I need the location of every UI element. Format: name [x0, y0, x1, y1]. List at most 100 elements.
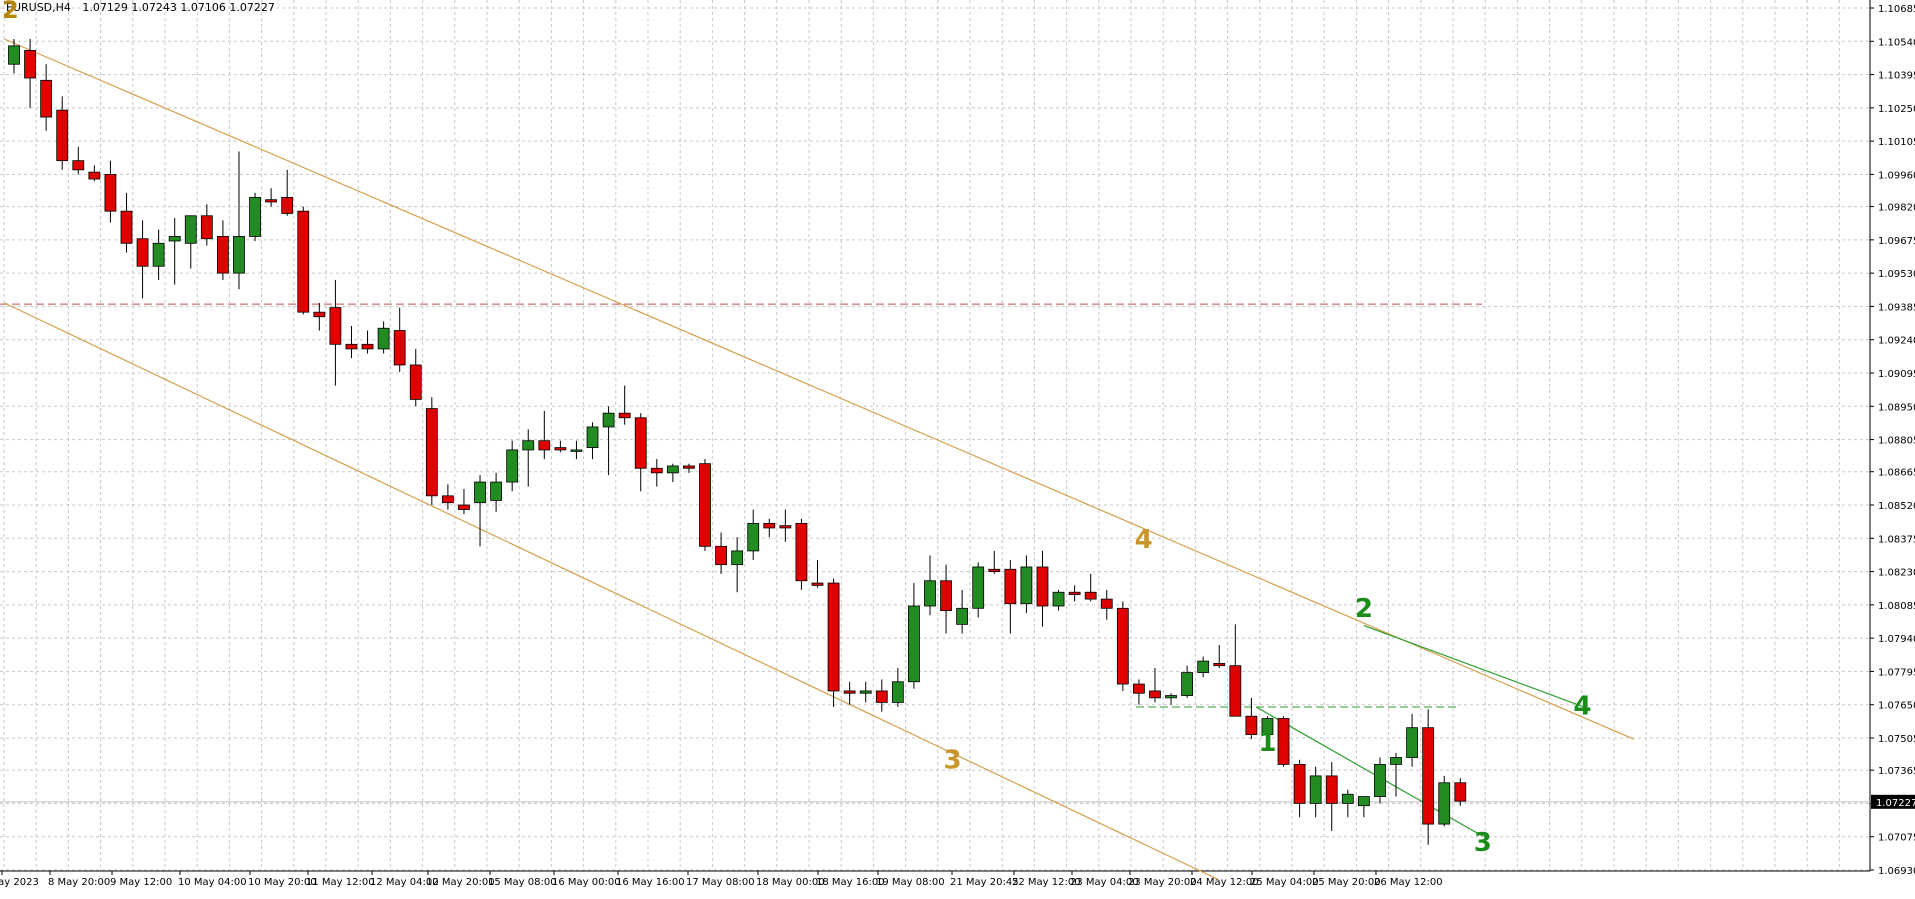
- candle-body: [72, 160, 85, 171]
- candle-body: [297, 210, 310, 313]
- candle: [265, 188, 278, 207]
- candle: [490, 472, 503, 512]
- candle: [586, 422, 599, 460]
- candle-body: [265, 199, 278, 203]
- candle-body: [329, 307, 342, 345]
- candle: [956, 589, 969, 634]
- time-tick-label: 17 May 08:00: [686, 877, 755, 888]
- candle: [1229, 624, 1242, 717]
- candle: [1277, 716, 1290, 767]
- price-tick-label: 1.08665: [1878, 468, 1915, 479]
- candle-body: [763, 522, 776, 529]
- candle: [731, 537, 744, 593]
- time-tick-label: 18 May 00:00: [756, 877, 825, 888]
- candle-body: [715, 545, 727, 566]
- candle: [1100, 589, 1113, 620]
- candle: [1309, 766, 1322, 818]
- candle-body: [1374, 764, 1386, 797]
- candle: [779, 509, 792, 542]
- candle-body: [859, 690, 872, 694]
- candle: [168, 218, 181, 285]
- candle-body: [1229, 665, 1242, 717]
- candle: [634, 413, 647, 492]
- candle-body: [1357, 796, 1370, 807]
- time-tick-label: 24 May 12:00: [1190, 877, 1259, 888]
- candle-body: [168, 236, 181, 242]
- price-tick-label: 1.08520: [1878, 501, 1915, 512]
- candle-body: [1325, 775, 1338, 804]
- price-tick-label: 1.09960: [1878, 170, 1915, 181]
- candle-body: [200, 215, 213, 240]
- candle-body: [1165, 695, 1177, 699]
- wave-label: 2: [1355, 594, 1373, 624]
- price-tick-label: 1.08085: [1878, 601, 1915, 612]
- candle-body: [683, 465, 695, 469]
- wave-label: 3: [943, 745, 961, 775]
- price-tick-label: 1.07795: [1878, 667, 1915, 678]
- candle: [361, 330, 374, 354]
- candle: [1454, 778, 1467, 806]
- candle: [184, 215, 197, 269]
- candle-body: [104, 174, 117, 212]
- wave-label: 3: [1474, 828, 1492, 858]
- price-tick-label: 1.08805: [1878, 436, 1915, 447]
- candle-body: [988, 568, 1001, 572]
- candle: [715, 532, 727, 574]
- time-tick-label: 22 May 12:00: [1012, 877, 1081, 888]
- candle-body: [458, 504, 470, 510]
- candle: [699, 459, 711, 551]
- time-tick-label: 9 May 12:00: [110, 877, 172, 888]
- current-price-label: 1.07227: [1876, 798, 1915, 809]
- candle-body: [184, 215, 197, 244]
- candle: [1341, 789, 1354, 818]
- candle: [795, 518, 808, 590]
- time-tick-label: 10 May 04:00: [178, 877, 247, 888]
- candle: [940, 564, 952, 634]
- wave-label: 4: [1573, 692, 1591, 722]
- candle-body: [361, 343, 374, 350]
- candle: [827, 578, 840, 708]
- candle-body: [795, 522, 808, 582]
- candle-body: [136, 238, 149, 267]
- price-axis[interactable]: 1.10685 1.10540 1.10395 1.10250 1.10105 1.099…: [1870, 4, 1915, 877]
- price-tick-label: 1.08230: [1878, 568, 1915, 579]
- candle: [104, 160, 117, 223]
- candle-body: [120, 210, 133, 244]
- price-tick-label: 1.08950: [1878, 402, 1915, 413]
- candle-body: [8, 45, 20, 65]
- time-axis[interactable]: 8 May 2023 8 May 20:009 May 12:00 10 May 0…: [0, 871, 1443, 888]
- price-tick-label: 1.07075: [1878, 833, 1915, 844]
- candle-body: [377, 327, 390, 350]
- candle-body: [313, 311, 326, 318]
- time-tick-label: 18 May 16:00: [816, 877, 885, 888]
- price-tick-label: 1.06930: [1878, 866, 1915, 877]
- price-tick-label: 1.09385: [1878, 302, 1915, 313]
- current-price-tag: [1871, 794, 1915, 809]
- symbol-timeframe: EURUSD,H4: [6, 1, 71, 14]
- price-tick-label: 1.10395: [1878, 71, 1915, 82]
- candle-body: [1390, 757, 1402, 765]
- price-tick-label: 1.10250: [1878, 104, 1915, 115]
- candle: [297, 206, 310, 315]
- price-tick-label: 1.07940: [1878, 634, 1915, 645]
- candle: [924, 555, 936, 616]
- candle: [377, 321, 390, 354]
- candle: [1004, 560, 1017, 634]
- candle: [393, 307, 406, 372]
- trendline: [4, 38, 1635, 740]
- horizontal-level-lines: [0, 303, 1870, 803]
- candle: [120, 192, 133, 253]
- candle-body: [1245, 715, 1258, 735]
- time-tick-label: 12 May 20:00: [426, 877, 495, 888]
- candle-body: [956, 607, 969, 625]
- candle-body: [586, 426, 599, 449]
- candle-body: [1181, 672, 1194, 696]
- candle: [24, 38, 36, 108]
- candle: [1261, 716, 1274, 744]
- candle-body: [24, 50, 36, 79]
- candle: [1438, 775, 1451, 827]
- candle: [1116, 601, 1129, 691]
- close-price: 1.07227: [229, 1, 275, 14]
- candle: [506, 440, 519, 492]
